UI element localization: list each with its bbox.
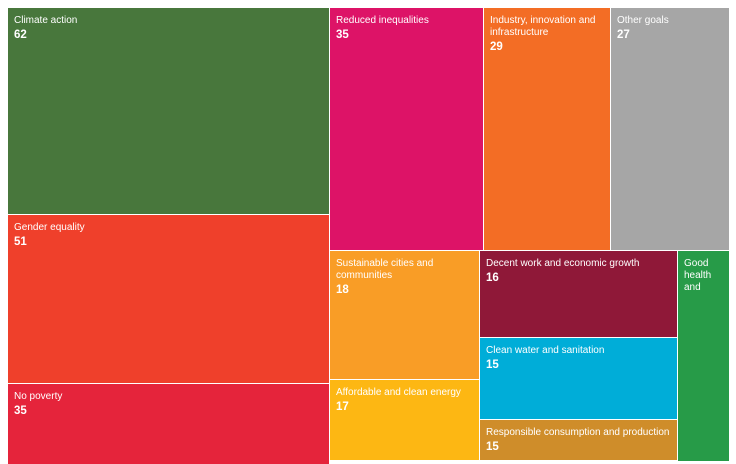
tile-value: 51	[14, 236, 27, 248]
tile-label: Climate action	[14, 15, 78, 26]
tile-value: 17	[336, 401, 349, 413]
tile-label: Responsible consumption and production	[486, 427, 670, 438]
treemap-tile: Decent work and economic growth 16	[480, 251, 677, 337]
tile-value: 15	[486, 441, 499, 453]
treemap-tile: Good health and	[678, 251, 729, 461]
treemap-tile: Gender equality 51	[8, 215, 329, 383]
treemap-tile: Other goals 27	[611, 8, 729, 250]
treemap-tile: Industry, innovation and infrastructure 2…	[484, 8, 610, 250]
tile-value: 29	[490, 41, 503, 53]
tile-label: Sustainable cities and communities	[336, 258, 434, 281]
tile-label: Clean water and sanitation	[486, 345, 605, 356]
treemap-tile: Reduced inequalities 35	[330, 8, 483, 250]
tile-label: No poverty	[14, 391, 63, 402]
tile-value: 35	[14, 405, 27, 417]
tile-label: Other goals	[617, 15, 669, 26]
tile-value: 18	[336, 284, 349, 296]
tile-value: 27	[617, 29, 630, 41]
treemap-tile: Sustainable cities and communities 18	[330, 251, 479, 379]
tile-label: Gender equality	[14, 222, 85, 233]
treemap-tile: Clean water and sanitation 15	[480, 338, 677, 419]
treemap-tile: Affordable and clean energy 17	[330, 380, 479, 460]
tile-label: Reduced inequalities	[336, 15, 429, 26]
treemap-tile: No poverty 35	[8, 384, 329, 464]
tile-value: 15	[486, 359, 499, 371]
tile-value: 35	[336, 29, 349, 41]
tile-label: Decent work and economic growth	[486, 258, 640, 269]
tile-label: Industry, innovation and infrastructure	[490, 15, 596, 38]
tile-value: 16	[486, 272, 499, 284]
tile-label: Affordable and clean energy	[336, 387, 461, 398]
tile-value: 62	[14, 29, 27, 41]
tile-label: Good health and	[684, 258, 712, 293]
treemap-tile: Climate action 62	[8, 8, 329, 214]
treemap-tile: Responsible consumption and production 15	[480, 420, 677, 460]
